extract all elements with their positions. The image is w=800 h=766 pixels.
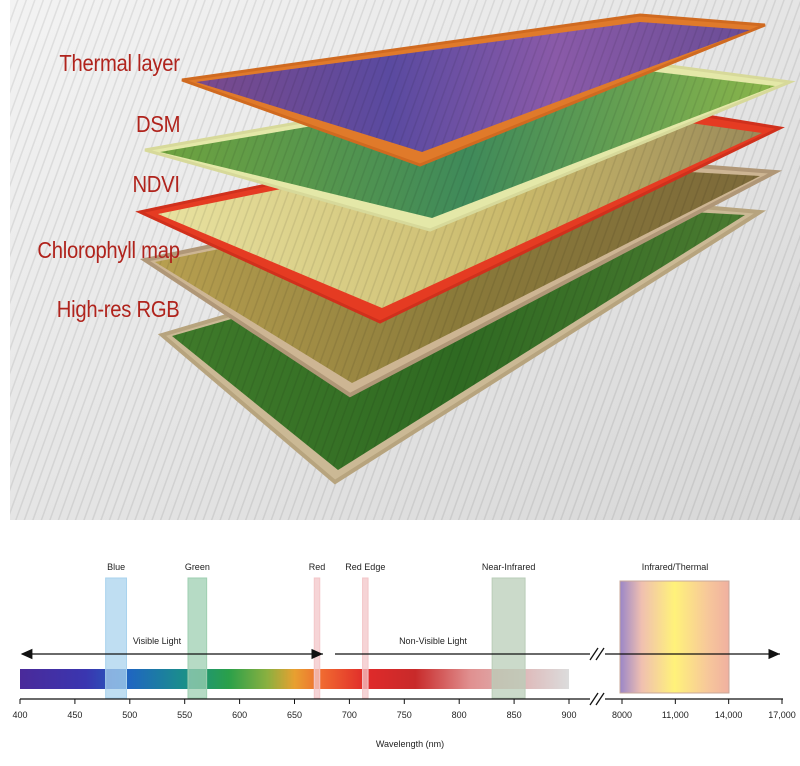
layer-label-thermal: Thermal layer xyxy=(59,50,181,76)
band-group: Blue Green Red Red Edge Near-Infrared xyxy=(105,562,536,699)
band-label-green: Green xyxy=(185,562,210,572)
band-near-infrared xyxy=(491,577,526,699)
layer-label-rgb: High-res RGB xyxy=(57,296,180,322)
tick-label-left-0: 400 xyxy=(12,710,27,720)
tick-label-left-10: 900 xyxy=(561,710,576,720)
visible-light-label: Visible Light xyxy=(133,636,182,646)
layer-stack-graphic xyxy=(10,0,800,520)
thermal-label: Infrared/Thermal xyxy=(642,562,709,572)
tick-label-left-8: 800 xyxy=(452,710,467,720)
axis-label: Wavelength (nm) xyxy=(376,739,444,749)
spectrum-bar xyxy=(20,669,569,689)
tick-label-right-0: 8000 xyxy=(612,710,632,720)
layer-label-ndvi: NDVI xyxy=(132,171,181,197)
band-red xyxy=(313,577,321,699)
layer-label-dsm: DSM xyxy=(135,111,180,137)
layer-stack-illustration: Thermal layer DSM NDVI Chlorophyll map H… xyxy=(10,0,800,520)
tick-label-left-3: 550 xyxy=(177,710,192,720)
band-label-blue: Blue xyxy=(107,562,125,572)
band-label-red: Red xyxy=(309,562,326,572)
thermal-band xyxy=(619,580,730,694)
tick-label-right-1: 11,000 xyxy=(662,710,689,720)
tick-label-left-9: 850 xyxy=(507,710,522,720)
tick-group: 400 450 500 550 600 650 700 750 800 850 900 8000 11,… xyxy=(12,699,796,720)
band-green xyxy=(187,577,208,699)
tick-label-right-2: 14,000 xyxy=(715,710,743,720)
layer-thermal xyxy=(181,13,766,167)
spectrum-diagram: Infrared/Thermal Blue Green Red Red Edge Nea… xyxy=(0,520,800,761)
band-red-edge xyxy=(362,577,369,699)
nonvisible-light-label: Non-Visible Light xyxy=(399,636,467,646)
tick-label-left-7: 750 xyxy=(397,710,412,720)
tick-label-left-6: 700 xyxy=(342,710,357,720)
spectrum-graphic: Infrared/Thermal Blue Green Red Red Edge Nea… xyxy=(12,562,796,749)
band-label-red-edge: Red Edge xyxy=(345,562,385,572)
tick-label-left-1: 450 xyxy=(67,710,82,720)
tick-label-left-5: 650 xyxy=(287,710,302,720)
tick-label-right-3: 17,000 xyxy=(768,710,796,720)
tick-label-left-2: 500 xyxy=(122,710,137,720)
tick-label-left-4: 600 xyxy=(232,710,247,720)
axis-break-top xyxy=(589,647,605,661)
band-label-near-infrared: Near-Infrared xyxy=(482,562,536,572)
layer-label-chlorophyll: Chlorophyll map xyxy=(37,237,181,263)
band-blue xyxy=(105,577,128,699)
axis-break-bottom xyxy=(589,692,605,706)
